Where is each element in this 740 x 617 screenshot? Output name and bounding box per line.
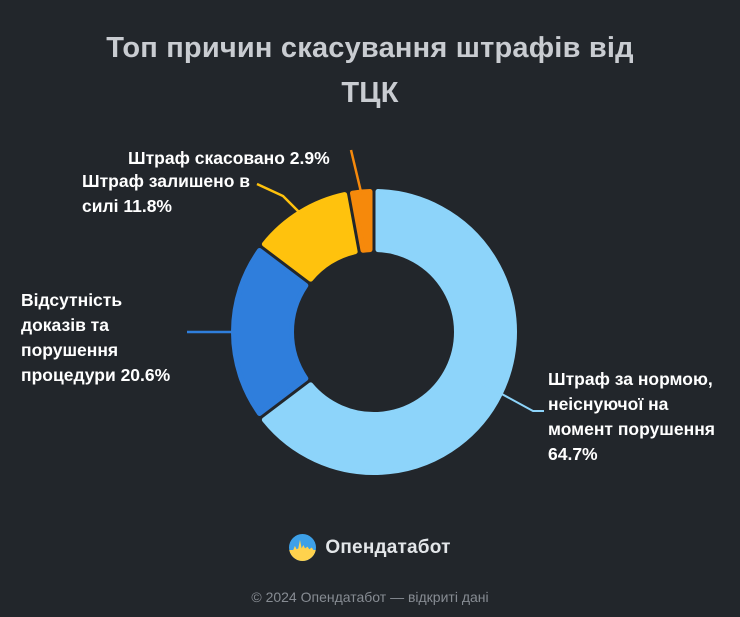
leader-line-upheld bbox=[256, 182, 302, 215]
donut-slices bbox=[230, 189, 517, 476]
copyright-text: © 2024 Опендатабот — відкриті дані bbox=[251, 589, 489, 605]
chart-title: Топ причин скасування штрафів від ТЦК bbox=[106, 32, 634, 109]
callout-upheld: Штраф залишено в силі 11.8% bbox=[82, 171, 251, 216]
leader-line-norm bbox=[475, 379, 544, 412]
donut-slice-3 bbox=[349, 189, 373, 253]
leader-line-cancelled bbox=[349, 149, 363, 193]
opendatabot-logo-icon bbox=[289, 534, 317, 561]
brand-row: Опендатабот bbox=[0, 534, 740, 561]
donut-slice-1 bbox=[230, 248, 309, 416]
callout-cancelled: Штраф скасовано 2.9% bbox=[128, 148, 330, 168]
donut-slice-0 bbox=[261, 189, 517, 476]
brand-name: Опендатабот bbox=[325, 536, 451, 558]
donut-slice-2 bbox=[261, 192, 358, 282]
callout-norm: Штраф за нормою, неіснуючої на момент по… bbox=[548, 369, 715, 464]
callout-evidence: Відсутність доказів та порушення процеду… bbox=[21, 290, 171, 385]
